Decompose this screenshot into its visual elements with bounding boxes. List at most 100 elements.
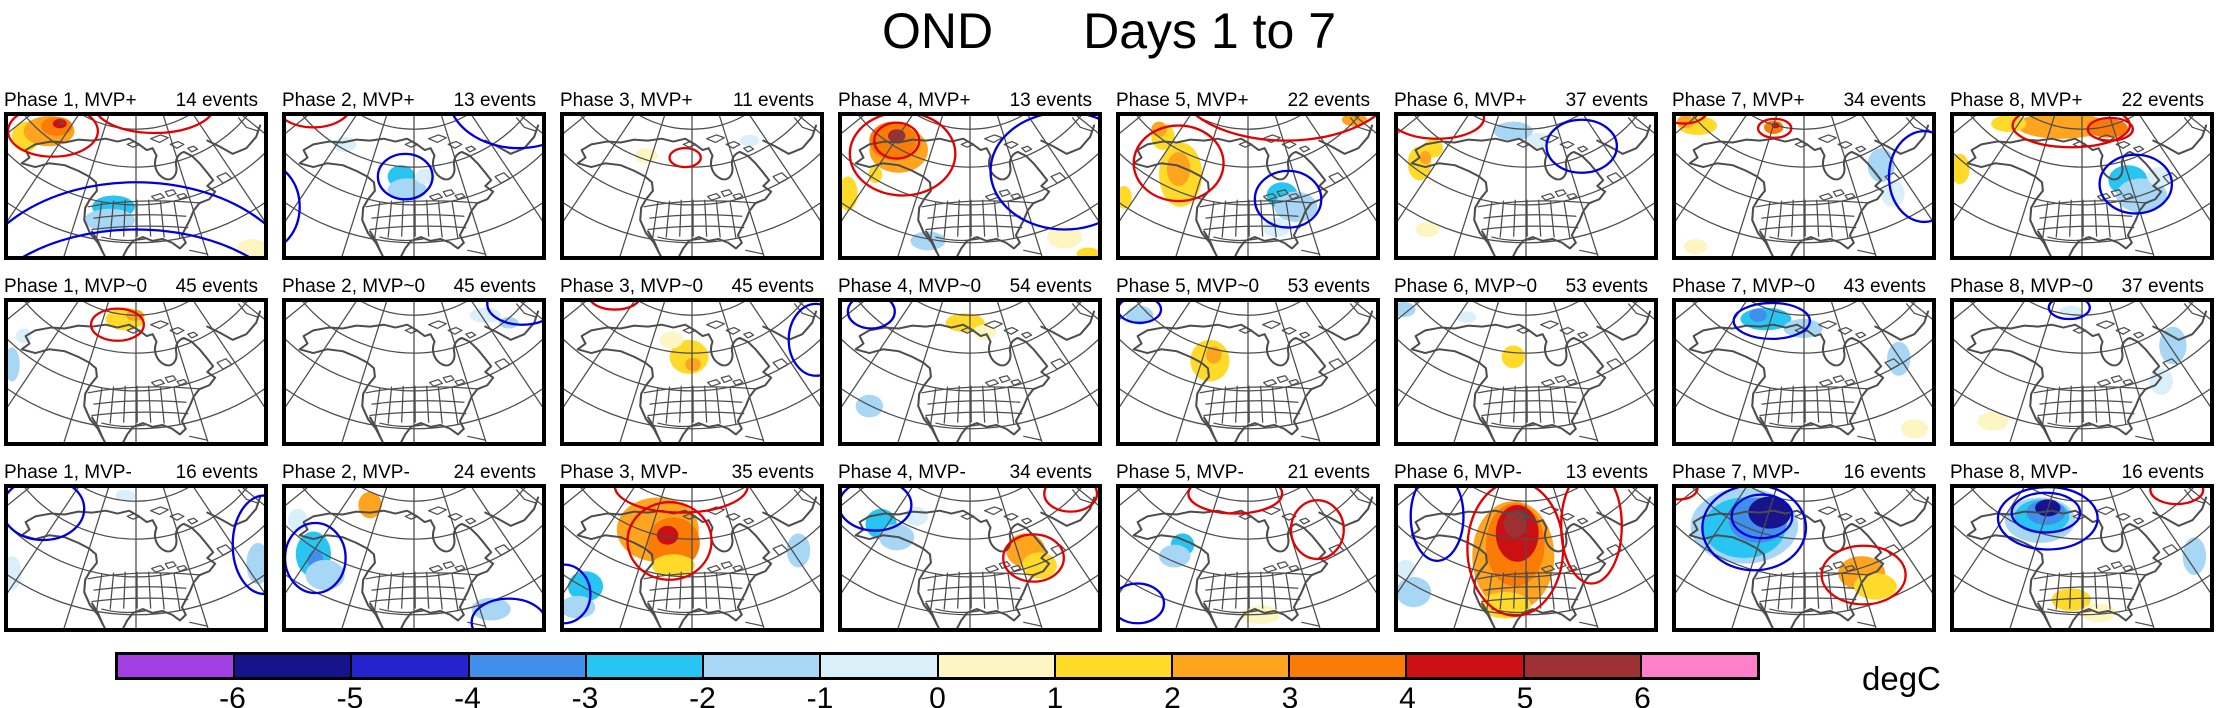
panel-phase-label: Phase 4, MVP- [838, 462, 966, 483]
panel-events-label: 22 events [2121, 90, 2204, 111]
colorbar-tick-label: -6 [219, 682, 246, 708]
map-panel: Phase 5, MVP- 21 events [1116, 462, 1380, 632]
map-canvas [560, 112, 824, 260]
panel-phase-label: Phase 7, MVP+ [1672, 90, 1805, 111]
contour-lines [590, 302, 820, 377]
contour-lines [2011, 116, 2174, 215]
colorbar-tick-label: 5 [1516, 682, 1534, 708]
colorbar-segment [821, 655, 939, 677]
map-canvas [4, 484, 268, 632]
map-panel: Phase 1, MVP~0 45 events [4, 276, 268, 446]
map-canvas [282, 112, 546, 260]
map-canvas [838, 112, 1102, 260]
map-panel: Phase 6, MVP~0 53 events [1394, 276, 1658, 446]
map-panel: Phase 4, MVP~0 54 events [838, 276, 1102, 446]
anomaly-patches [287, 491, 511, 621]
panel-label: Phase 3, MVP+ 11 events [560, 90, 824, 112]
colorbar-segment [235, 655, 353, 677]
panel-label: Phase 6, MVP~0 53 events [1394, 276, 1658, 298]
panel-events-label: 45 events [453, 276, 536, 297]
map-panel: Phase 4, MVP+ 13 events [838, 90, 1102, 260]
panel-events-label: 16 events [1843, 462, 1926, 483]
panel-events-label: 45 events [175, 276, 258, 297]
basemap [286, 116, 542, 256]
contour-lines [89, 307, 145, 342]
panel-events-label: 14 events [175, 90, 258, 111]
panel-events-label: 37 events [1565, 90, 1648, 111]
panel-phase-label: Phase 6, MVP+ [1394, 90, 1527, 111]
map-svg [564, 116, 820, 256]
map-svg [1954, 302, 2210, 442]
basemap [1954, 488, 2210, 628]
colorbar-segment [1641, 655, 1758, 677]
panel-label: Phase 7, MVP~0 43 events [1672, 276, 1936, 298]
panel-phase-label: Phase 1, MVP- [4, 462, 132, 483]
panel-phase-label: Phase 5, MVP- [1116, 462, 1244, 483]
map-panel: Phase 4, MVP- 34 events [838, 462, 1102, 632]
map-panel: Phase 2, MVP- 24 events [282, 462, 546, 632]
map-svg [1120, 302, 1376, 442]
map-canvas [1950, 484, 2214, 632]
panel-events-label: 16 events [175, 462, 258, 483]
anomaly-patches [1690, 488, 1897, 600]
contour-lines [8, 116, 264, 256]
map-panel: Phase 8, MVP- 16 events [1950, 462, 2214, 632]
anomaly-patches [1398, 302, 1526, 369]
map-panel: Phase 5, MVP+ 22 events [1116, 90, 1380, 260]
panel-phase-label: Phase 8, MVP~0 [1950, 276, 2094, 297]
panel-label: Phase 1, MVP- 16 events [4, 462, 268, 484]
map-panel: Phase 8, MVP+ 22 events [1950, 90, 2214, 260]
panel-events-label: 13 events [453, 90, 536, 111]
colorbar-segment [1290, 655, 1408, 677]
panel-label: Phase 4, MVP+ 13 events [838, 90, 1102, 112]
map-canvas [1394, 298, 1658, 446]
colorbar-tick-label: 2 [1164, 682, 1181, 708]
basemap [1120, 302, 1376, 442]
basemap [286, 302, 542, 442]
map-svg [1398, 488, 1654, 628]
panel-events-label: 54 events [1009, 276, 1092, 297]
panel-phase-label: Phase 7, MVP~0 [1672, 276, 1816, 297]
panel-events-label: 13 events [1565, 462, 1648, 483]
panel-phase-label: Phase 8, MVP- [1950, 462, 2078, 483]
contour-lines [1676, 116, 1932, 224]
map-canvas [1394, 112, 1658, 260]
panel-phase-label: Phase 5, MVP~0 [1116, 276, 1260, 297]
contour-lines [842, 488, 1098, 583]
colorbar-tick-row: -6 -5 -4 -3 -2 -1 0 1 2 3 4 5 6 [115, 680, 1760, 708]
panel-events-label: 53 events [1287, 276, 1370, 297]
basemap [842, 302, 1098, 442]
colorbar-segment [469, 655, 587, 677]
panel-phase-label: Phase 8, MVP+ [1950, 90, 2083, 111]
panel-label: Phase 3, MVP~0 45 events [560, 276, 824, 298]
map-panel: Phase 1, MVP+ 14 events [4, 90, 268, 260]
panel-phase-label: Phase 2, MVP- [282, 462, 410, 483]
map-canvas [1116, 112, 1380, 260]
colorbar-segment [118, 655, 236, 677]
panel-label: Phase 8, MVP- 16 events [1950, 462, 2214, 484]
panel-phase-label: Phase 6, MVP- [1394, 462, 1522, 483]
contour-lines [564, 488, 749, 625]
basemap [564, 302, 820, 442]
contour-lines [848, 116, 1098, 231]
map-svg [1954, 116, 2210, 256]
panel-grid: Phase 1, MVP+ 14 events Phase 2, MVP+ 13… [4, 90, 2214, 632]
map-svg [286, 488, 542, 628]
panel-phase-label: Phase 4, MVP~0 [838, 276, 982, 297]
map-canvas [1950, 298, 2214, 446]
colorbar-unit-label: degC [1862, 660, 1941, 697]
panel-phase-label: Phase 3, MVP~0 [560, 276, 704, 297]
anomaly-patches [659, 331, 709, 374]
colorbar-segment [352, 655, 470, 677]
map-svg [8, 116, 264, 256]
map-svg [8, 302, 264, 442]
colorbar-segment [1524, 655, 1642, 677]
colorbar-segment [1172, 655, 1291, 677]
contour-lines [286, 116, 542, 243]
panel-events-label: 13 events [1009, 90, 1092, 111]
contour-lines [1996, 488, 2205, 551]
contour-lines [668, 147, 702, 169]
contour-lines [846, 302, 896, 330]
map-svg [564, 488, 820, 628]
panel-events-label: 34 events [1843, 90, 1926, 111]
